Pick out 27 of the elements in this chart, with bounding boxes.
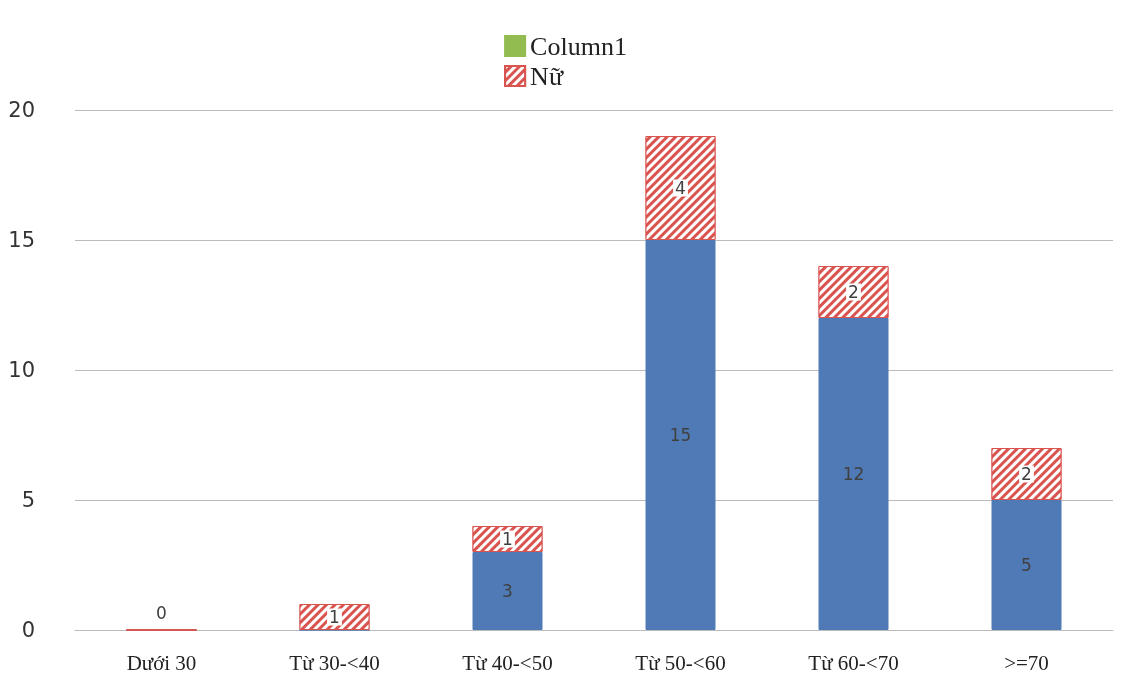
- legend-label: Nữ: [530, 61, 564, 91]
- data-label: 2: [848, 282, 859, 302]
- data-label: 12: [842, 464, 865, 484]
- bar: [645, 240, 716, 630]
- bar: [991, 500, 1062, 630]
- x-tick-label: Dưới 30: [126, 650, 197, 675]
- data-label: 0: [156, 603, 167, 623]
- data-label: 1: [502, 529, 513, 549]
- x-tick-label: Từ 30-<40: [289, 650, 380, 675]
- data-label: 4: [675, 178, 686, 198]
- data-label: 2: [1021, 464, 1032, 484]
- bar: [472, 552, 543, 630]
- x-tick-label: Từ 50-<60: [635, 650, 726, 675]
- data-label: 15: [669, 425, 692, 445]
- data-label: 5: [1021, 555, 1032, 575]
- legend-label: Column1: [530, 31, 627, 61]
- x-tick-label: Từ 40-<50: [462, 650, 553, 675]
- x-tick-label: Từ 60-<70: [808, 650, 899, 675]
- y-tick-label: 0: [21, 618, 35, 642]
- data-label: 3: [502, 581, 513, 601]
- y-tick-label: 15: [8, 228, 35, 252]
- data-label: 1: [329, 607, 340, 627]
- y-tick-label: 5: [21, 488, 35, 512]
- y-tick-label: 20: [8, 98, 35, 122]
- y-tick-label: 10: [8, 358, 35, 382]
- bar: [818, 318, 889, 630]
- x-tick-label: >=70: [1004, 650, 1049, 675]
